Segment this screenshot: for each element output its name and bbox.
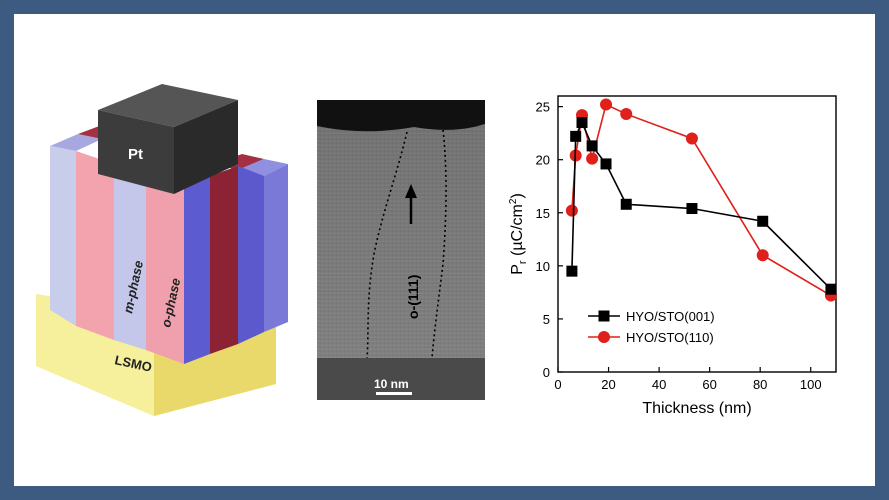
pt-electrode (98, 84, 238, 127)
scalebar-label: 10 nm (374, 377, 409, 391)
x-tick-label: 80 (753, 377, 767, 392)
data-point (620, 198, 632, 210)
series-line (571, 120, 832, 290)
domain-label: o-(111) (405, 275, 421, 319)
x-tick-label: 100 (800, 377, 822, 392)
x-tick-label: 0 (554, 377, 561, 392)
y-tick-label: 15 (536, 206, 550, 221)
data-point (620, 108, 633, 121)
device-schematic: LSMO m-phase o-phase Pt (36, 84, 288, 416)
y-tick-label: 0 (543, 365, 550, 380)
legend-item: HYO/STO(001) (588, 309, 715, 324)
y-tick-label: 5 (543, 312, 550, 327)
data-point (600, 158, 612, 170)
series-hyo-sto-001 (566, 117, 837, 295)
y-tick-label: 25 (536, 100, 550, 115)
series-line (571, 103, 832, 297)
x-tick-label: 20 (601, 377, 615, 392)
x-tick-label: 40 (652, 377, 666, 392)
data-point (685, 132, 698, 145)
legend: HYO/STO(001) HYO/STO(110) (588, 309, 715, 345)
figure-canvas: LSMO m-phase o-phase Pt (36, 84, 837, 417)
series-hyo-sto-110 (565, 98, 837, 302)
data-point (600, 98, 613, 111)
x-axis: 0 20 40 60 80 100 (554, 367, 822, 392)
y-axis-label: Pr (µC/cm2) (508, 193, 529, 275)
legend-label: HYO/STO(110) (626, 330, 714, 345)
pillar-m-left (50, 146, 76, 326)
plot-frame (557, 95, 837, 373)
scalebar (376, 392, 412, 395)
pillar-o-left (76, 151, 114, 340)
legend-marker (598, 310, 610, 322)
polarization-chart: 0 20 40 60 80 100 0 5 10 15 20 25 Thickness (nm) P… (508, 95, 837, 417)
data-point (565, 204, 578, 217)
data-point (586, 152, 599, 165)
y-tick-label: 10 (536, 259, 550, 274)
legend-marker (598, 331, 610, 343)
legend-label: HYO/STO(001) (626, 309, 715, 324)
figure-panel: LSMO m-phase o-phase Pt (14, 14, 875, 486)
x-tick-label: 60 (702, 377, 716, 392)
data-point (825, 283, 837, 295)
series-layer (565, 98, 837, 302)
legend-item: HYO/STO(110) (588, 330, 714, 345)
pillar-m-phase (114, 164, 146, 350)
data-point (756, 249, 769, 262)
data-point (686, 203, 698, 215)
pt-label: Pt (128, 146, 143, 163)
pillar-o-phase (146, 174, 184, 364)
data-point (570, 130, 582, 142)
y-axis: 0 5 10 15 20 25 (536, 100, 563, 380)
y-tick-label: 20 (536, 153, 550, 168)
pillar-m-right (184, 176, 210, 364)
data-point (757, 215, 769, 227)
data-point (576, 117, 588, 129)
pillar-o-right (210, 166, 238, 354)
tem-image: o-(111) 10 nm (317, 100, 485, 400)
data-point (586, 140, 598, 152)
data-point (566, 265, 578, 277)
x-axis-label: Thickness (nm) (642, 400, 751, 417)
